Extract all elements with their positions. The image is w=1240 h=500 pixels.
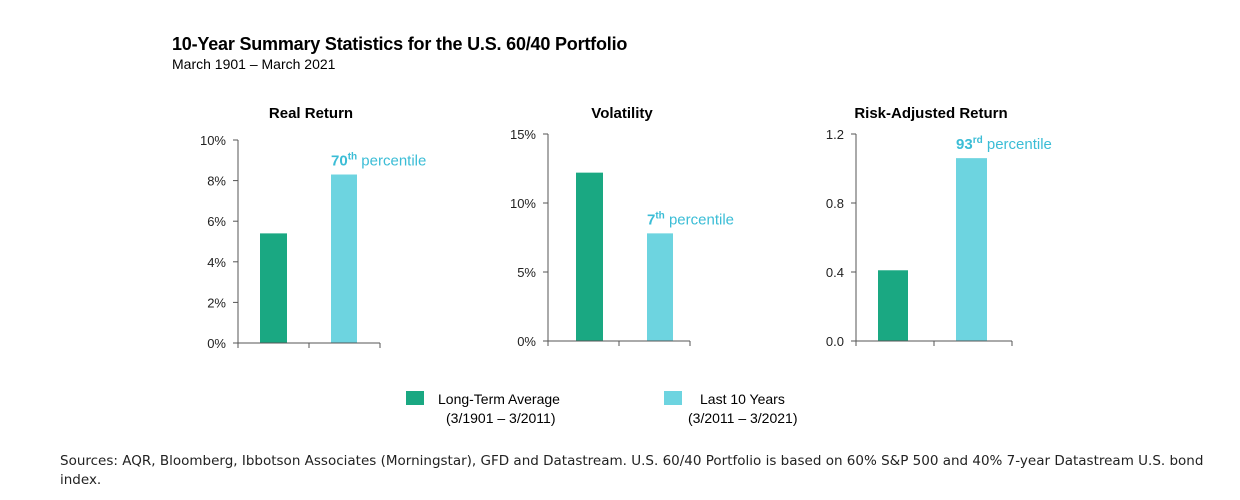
- legend-item-last-10: Last 10 Years (3/2011 – 3/2021): [664, 388, 864, 428]
- real-return-y-tick-label-4: 8%: [207, 174, 226, 189]
- legend-swatch-last-10: [664, 391, 682, 405]
- risk-adjusted-return-y-tick-label-1: 0.4: [826, 265, 844, 280]
- volatility-y-tick-label-1: 5%: [517, 265, 536, 280]
- volatility-bar-last-10: [647, 233, 673, 341]
- risk-adjusted-return-annotation-suffix: rd: [973, 135, 983, 146]
- real-return-y-tick-label-1: 2%: [207, 295, 226, 310]
- source-note: Sources: AQR, Bloomberg, Ibbotson Associ…: [60, 453, 1204, 488]
- volatility-annotation-suffix: th: [655, 210, 664, 221]
- real-return-y-tick-label-0: 0%: [207, 336, 226, 351]
- volatility-bar-long-term: [576, 172, 603, 341]
- legend-swatch-long-term: [406, 391, 424, 405]
- real-return-bar-long-term: [260, 233, 287, 343]
- risk-adjusted-return-annotation-text: percentile: [983, 136, 1052, 153]
- volatility-y-tick-label-3: 15%: [510, 127, 536, 142]
- volatility-annotation-text: percentile: [665, 211, 734, 228]
- risk-adjusted-return-y-tick-label-0: 0.0: [826, 334, 844, 349]
- real-return-annotation-text: percentile: [357, 153, 426, 170]
- legend-label-last-10: Last 10 Years: [700, 391, 785, 407]
- real-return-annotation: 70th percentile: [331, 152, 426, 170]
- chart-subtitle: March 1901 – March 2021: [172, 56, 336, 72]
- real-return-y-tick-label-2: 4%: [207, 255, 226, 270]
- risk-adjusted-return-bar-long-term: [878, 270, 908, 341]
- volatility-y-tick-label-0: 0%: [517, 334, 536, 349]
- real-return-title: Real Return: [269, 105, 353, 122]
- real-return-y-tick-label-5: 10%: [200, 133, 226, 148]
- legend-sublabel-last-10: (3/2011 – 3/2021): [688, 410, 798, 426]
- volatility-y-tick-label-2: 10%: [510, 196, 536, 211]
- chart-title: 10-Year Summary Statistics for the U.S. …: [172, 34, 628, 54]
- real-return-bar-last-10: [331, 174, 357, 343]
- risk-adjusted-return-title: Risk-Adjusted Return: [854, 105, 1007, 122]
- risk-adjusted-return-y-tick-label-3: 1.2: [826, 127, 844, 142]
- risk-adjusted-return-annotation: 93rd percentile: [956, 135, 1052, 153]
- real-return-annotation-suffix: th: [348, 152, 357, 163]
- volatility-title: Volatility: [591, 105, 653, 122]
- risk-adjusted-return-bar-last-10: [956, 158, 987, 341]
- legend-item-long-term: Long-Term Average (3/1901 – 3/2011): [406, 388, 606, 428]
- legend-sublabel-long-term: (3/1901 – 3/2011): [446, 410, 556, 426]
- risk-adjusted-return-y-tick-label-2: 0.8: [826, 196, 844, 211]
- real-return-y-tick-label-3: 6%: [207, 214, 226, 229]
- real-return-annotation-number: 70: [331, 153, 348, 170]
- risk-adjusted-return-annotation-number: 93: [956, 136, 973, 153]
- volatility-annotation: 7th percentile: [647, 210, 734, 228]
- volatility-annotation-number: 7: [647, 211, 655, 228]
- legend-label-long-term: Long-Term Average: [438, 391, 560, 407]
